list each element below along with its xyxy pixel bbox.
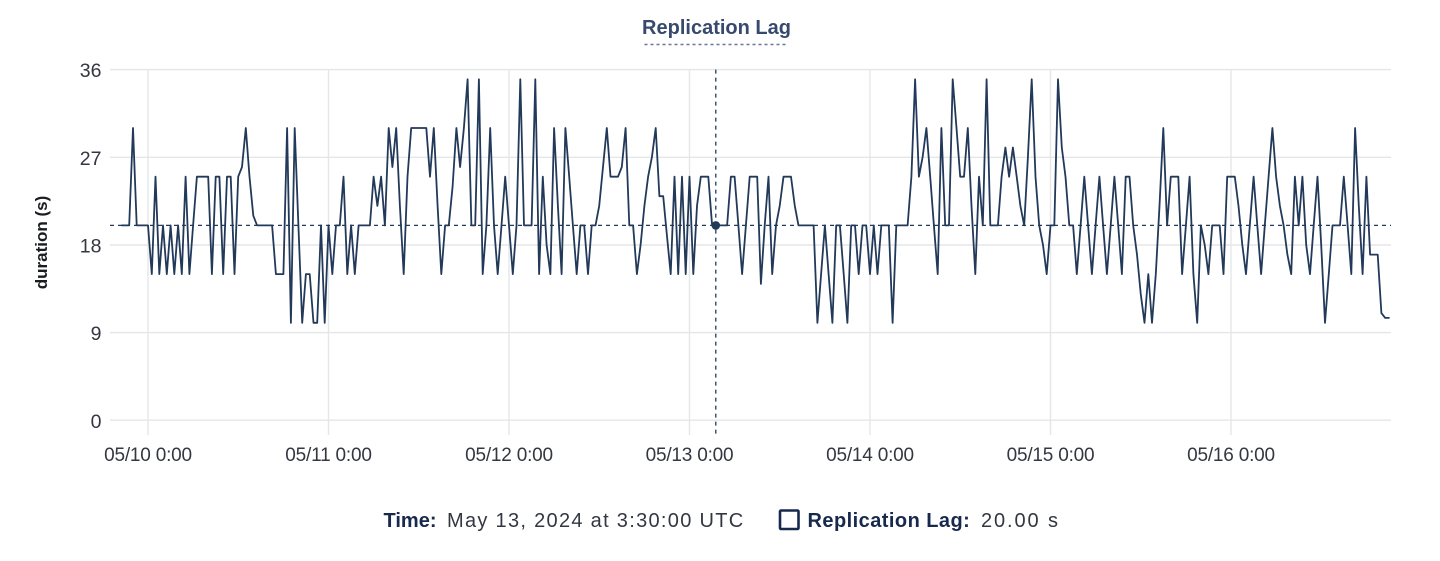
svg-text:05/12 0:00: 05/12 0:00 [465, 445, 553, 466]
svg-text:27: 27 [80, 148, 102, 170]
svg-text:05/14 0:00: 05/14 0:00 [826, 445, 914, 466]
svg-text:Replication Lag: Replication Lag [642, 17, 791, 39]
svg-text:Time:: Time: [384, 510, 437, 532]
svg-text:18: 18 [80, 236, 102, 258]
svg-text:36: 36 [80, 60, 102, 82]
svg-text:05/16 0:00: 05/16 0:00 [1187, 445, 1275, 466]
svg-text:0: 0 [91, 411, 102, 433]
svg-text:May 13, 2024 at 3:30:00 UTC: May 13, 2024 at 3:30:00 UTC [447, 510, 744, 532]
svg-text:05/13 0:00: 05/13 0:00 [646, 445, 734, 466]
svg-text:duration (s): duration (s) [32, 196, 51, 290]
svg-text:05/15 0:00: 05/15 0:00 [1007, 445, 1095, 466]
svg-text:Replication Lag:: Replication Lag: [808, 510, 971, 532]
svg-text:9: 9 [91, 323, 102, 345]
svg-text:20.00 s: 20.00 s [981, 510, 1060, 532]
svg-text:05/11 0:00: 05/11 0:00 [285, 445, 371, 466]
svg-text:05/10 0:00: 05/10 0:00 [104, 445, 192, 466]
